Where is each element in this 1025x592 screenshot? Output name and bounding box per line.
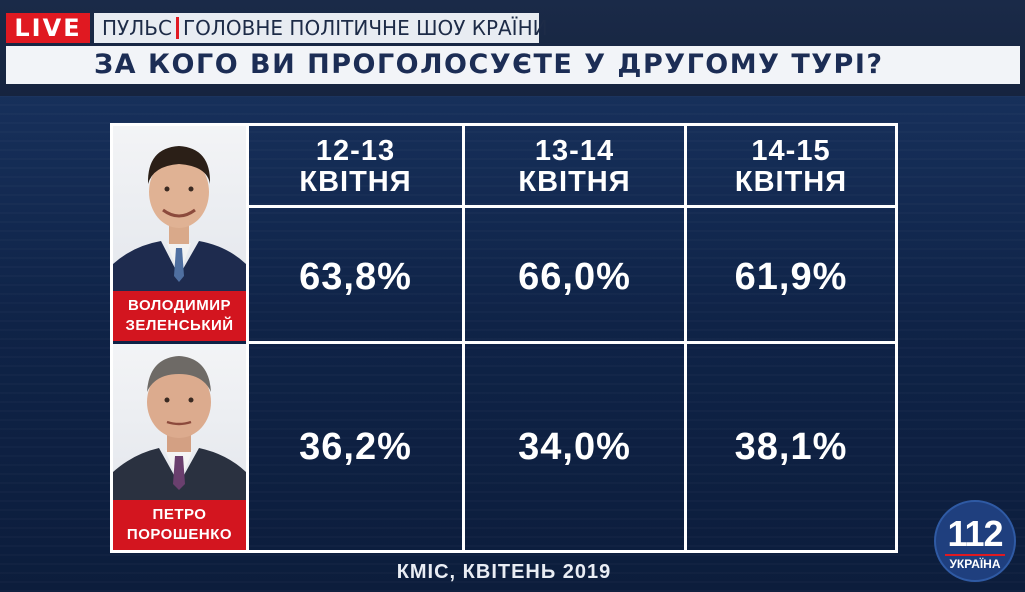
candidate-name-1: ВОЛОДИМИР ЗЕЛЕНСЬКИЙ xyxy=(113,291,246,341)
show-name: ПУЛЬС xyxy=(102,16,172,40)
column-header-date: 12-13 xyxy=(315,135,396,167)
grid-line xyxy=(684,126,687,550)
grid-line xyxy=(246,341,896,344)
column-header-month: КВІТНЯ xyxy=(734,166,848,198)
column-header-3: 14-15 КВІТНЯ xyxy=(687,136,895,198)
grid-line xyxy=(462,126,465,550)
column-header-1: 12-13 КВІТНЯ xyxy=(249,136,462,198)
first-name: ВОЛОДИМИР xyxy=(128,297,231,314)
logo-text: УКРАЇНА xyxy=(949,557,1001,571)
value-cell: 63,8% xyxy=(299,256,412,298)
grid-line xyxy=(246,126,249,550)
value-cell: 34,0% xyxy=(518,426,631,468)
column-header-month: КВІТНЯ xyxy=(299,166,412,198)
logo-number: 112 xyxy=(947,513,1003,554)
show-tagline: ГОЛОВНЕ ПОЛІТИЧНЕ ШОУ КРАЇНИ xyxy=(182,16,548,40)
logo-divider xyxy=(945,554,1005,556)
channel-logo: 112 УКРАЇНА xyxy=(934,500,1016,582)
value-cell: 36,2% xyxy=(299,426,412,468)
header-bar: LIVE ПУЛЬС ГОЛОВНЕ ПОЛІТИЧНЕ ШОУ КРАЇНИ З… xyxy=(0,0,1025,96)
column-header-date: 14-15 xyxy=(751,135,831,167)
live-badge: LIVE xyxy=(6,13,90,43)
poll-table: 12-13 КВІТНЯ 13-14 КВІТНЯ 14-15 КВІТНЯ В… xyxy=(110,123,898,553)
value-cell: 66,0% xyxy=(518,256,631,298)
candidate-photo-zelensky: ВОЛОДИМИР ЗЕЛЕНСЬКИЙ xyxy=(113,126,246,341)
show-title-strip: ПУЛЬС ГОЛОВНЕ ПОЛІТИЧНЕ ШОУ КРАЇНИ xyxy=(94,13,548,43)
source-caption: КМІС, КВІТЕНЬ 2019 xyxy=(396,561,612,583)
candidate-photo-poroshenko: ПЕТРО ПОРОШЕНКО xyxy=(113,344,246,550)
portrait-icon xyxy=(113,356,246,500)
column-header-date: 13-14 xyxy=(534,135,615,167)
portrait-icon xyxy=(113,146,246,291)
red-divider xyxy=(175,17,179,39)
grid-line xyxy=(248,205,898,208)
value-cell: 61,9% xyxy=(734,256,848,298)
value-cell: 38,1% xyxy=(734,426,848,468)
poll-question: ЗА КОГО ВИ ПРОГОЛОСУЄТЕ У ДРУГОМУ ТУРІ? xyxy=(6,46,1020,84)
last-name: ПОРОШЕНКО xyxy=(126,526,233,543)
first-name: ПЕТРО xyxy=(152,506,207,523)
last-name: ЗЕЛЕНСЬКИЙ xyxy=(125,317,234,334)
candidate-name-2: ПЕТРО ПОРОШЕНКО xyxy=(113,500,246,550)
column-header-month: КВІТНЯ xyxy=(518,166,631,198)
column-header-2: 13-14 КВІТНЯ xyxy=(465,136,684,198)
